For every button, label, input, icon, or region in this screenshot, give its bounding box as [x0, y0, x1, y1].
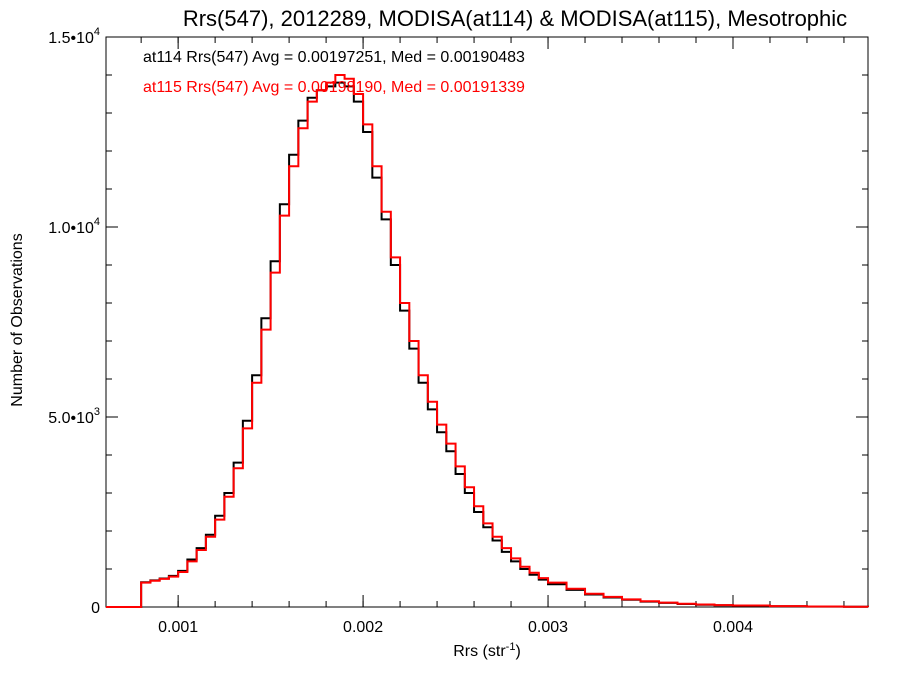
legend-entry-at114: at114 Rrs(547) Avg = 0.00197251, Med = 0…	[143, 49, 525, 66]
y-axis-label: Number of Observations	[9, 233, 26, 406]
chart-title: Rrs(547), 2012289, MODISA(at114) & MODIS…	[183, 6, 847, 31]
y-axis: 0 5.0•103 1.0•104 1.5•104	[48, 26, 868, 617]
series-line-at115	[106, 74, 869, 608]
x-axis-label-main: Rrs (str	[453, 643, 506, 660]
x-axis-label-close: )	[515, 643, 520, 660]
x-axis-label: Rrs (str-1)	[453, 641, 521, 660]
x-tick-label-2: 0.003	[528, 619, 568, 636]
y-tick-label-3: 1.5•104	[48, 26, 100, 47]
x-tick-label-0: 0.001	[158, 619, 198, 636]
y-tick-label-0: 0	[91, 600, 100, 617]
x-tick-label-1: 0.002	[343, 619, 383, 636]
x-axis-label-superscript: -1	[506, 641, 516, 653]
plot-frame	[105, 36, 869, 608]
series-layer	[106, 74, 869, 608]
y-tick-label-2: 1.0•104	[48, 216, 100, 237]
legend-entry-at115: at115 Rrs(547) Avg = 0.00198190, Med = 0…	[143, 79, 525, 96]
x-axis: 0.001 0.002 0.003 0.004	[140, 37, 845, 636]
series-line-at114	[106, 81, 869, 608]
y-tick-label-1: 5.0•103	[48, 406, 100, 427]
x-tick-label-3: 0.004	[713, 619, 753, 636]
